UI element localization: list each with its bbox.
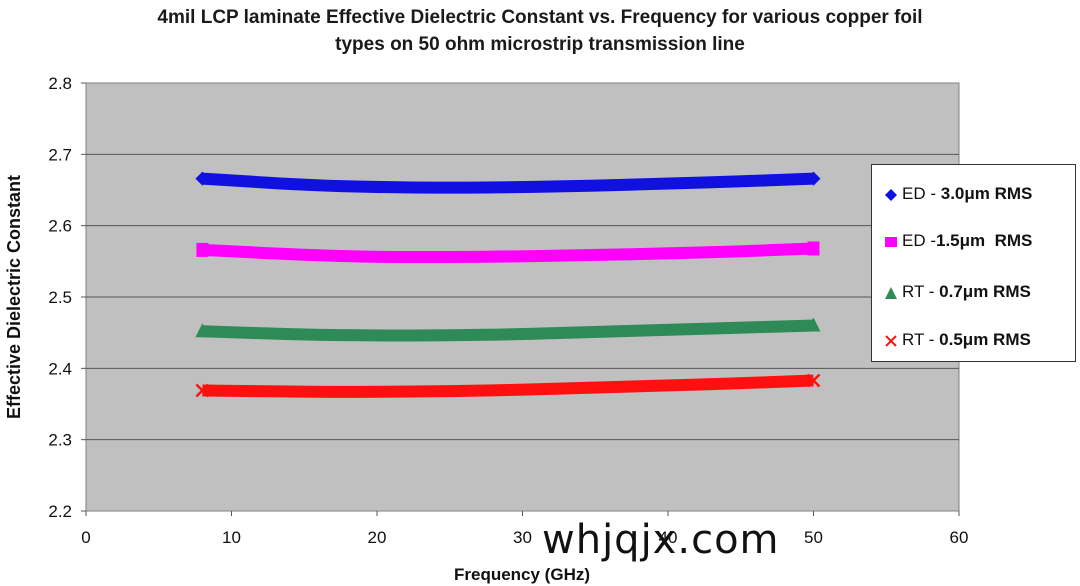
y-tick-label: 2.8 — [48, 74, 72, 93]
series-line-3 — [202, 374, 815, 398]
chart-title: 4mil LCP laminate Effective Dielectric C… — [0, 4, 1080, 58]
gridlines — [86, 153, 959, 441]
legend-label-value: 0.7 — [939, 282, 963, 301]
square-marker-icon — [884, 234, 898, 248]
y-tick-label: 2.6 — [48, 217, 72, 236]
legend-item-2: RT - 0.7 μm RMS — [884, 277, 1031, 307]
legend-label-value: 3.0 — [940, 184, 965, 203]
series-line-0 — [202, 172, 814, 194]
chart-title-line2: types on 50 ohm microstrip transmission … — [335, 34, 745, 55]
legend-label-prefix: RT - — [902, 330, 940, 349]
data-point — [195, 323, 210, 338]
series-group — [195, 171, 821, 398]
legend-label-value: 0.5 — [939, 330, 963, 349]
y-tick-label: 2.5 — [48, 288, 72, 307]
watermark-text: whjqjx.com — [542, 517, 780, 563]
triangle-marker-icon — [884, 285, 898, 299]
legend-label-value: 1.5 — [936, 231, 960, 250]
series-line-2 — [202, 319, 814, 342]
legend-item-1: ED - 1.5 μm RMS — [884, 226, 1032, 256]
data-point — [195, 383, 210, 398]
x-tick-label: 50 — [804, 528, 823, 547]
x-tick-label: 30 — [513, 528, 532, 547]
legend: ED - 3.0 μm RMS ED - 1.5 μm RMS RT - 0.7… — [871, 164, 1076, 362]
x-tick-label: 0 — [81, 528, 90, 547]
chart-title-line1: 4mil LCP laminate Effective Dielectric C… — [157, 7, 923, 28]
x-marker-icon — [884, 333, 898, 347]
diamond-marker-icon — [884, 187, 898, 201]
x-axis-label: Frequency (GHz) — [454, 565, 590, 584]
x-tick-label: 20 — [368, 528, 387, 547]
data-point — [195, 171, 210, 186]
legend-label-unit: μm RMS — [959, 231, 1033, 250]
legend-label-prefix: ED - — [902, 231, 936, 250]
legend-item-0: ED - 3.0 μm RMS — [884, 179, 1032, 209]
y-tick-label: 2.4 — [48, 359, 72, 378]
data-point — [806, 317, 821, 332]
x-tick-label: 40 — [659, 528, 678, 547]
data-point — [806, 373, 821, 388]
y-axis-label: Effective Dielectric Constant — [4, 175, 24, 419]
y-tick-label: 2.3 — [48, 431, 72, 450]
x-tick-label: 10 — [222, 528, 241, 547]
legend-label-unit: μm RMS — [964, 184, 1033, 203]
y-tick-label: 2.2 — [48, 502, 72, 521]
axes: 2.2 2.3 2.4 2.5 2.6 2.7 2.8 0 10 20 30 40 50 60 — [48, 74, 968, 547]
legend-label-prefix: RT - — [902, 282, 940, 301]
legend-label-unit: μm RMS — [962, 330, 1031, 349]
data-point — [807, 241, 820, 256]
x-tick-label: 60 — [950, 528, 969, 547]
legend-label-unit: μm RMS — [962, 282, 1031, 301]
series-line-1 — [202, 242, 814, 264]
legend-item-3: RT - 0.5 μm RMS — [884, 325, 1031, 355]
data-point — [196, 242, 209, 257]
y-tick-label: 2.7 — [48, 145, 72, 164]
data-point — [806, 171, 821, 186]
legend-label-prefix: ED - — [902, 184, 941, 203]
